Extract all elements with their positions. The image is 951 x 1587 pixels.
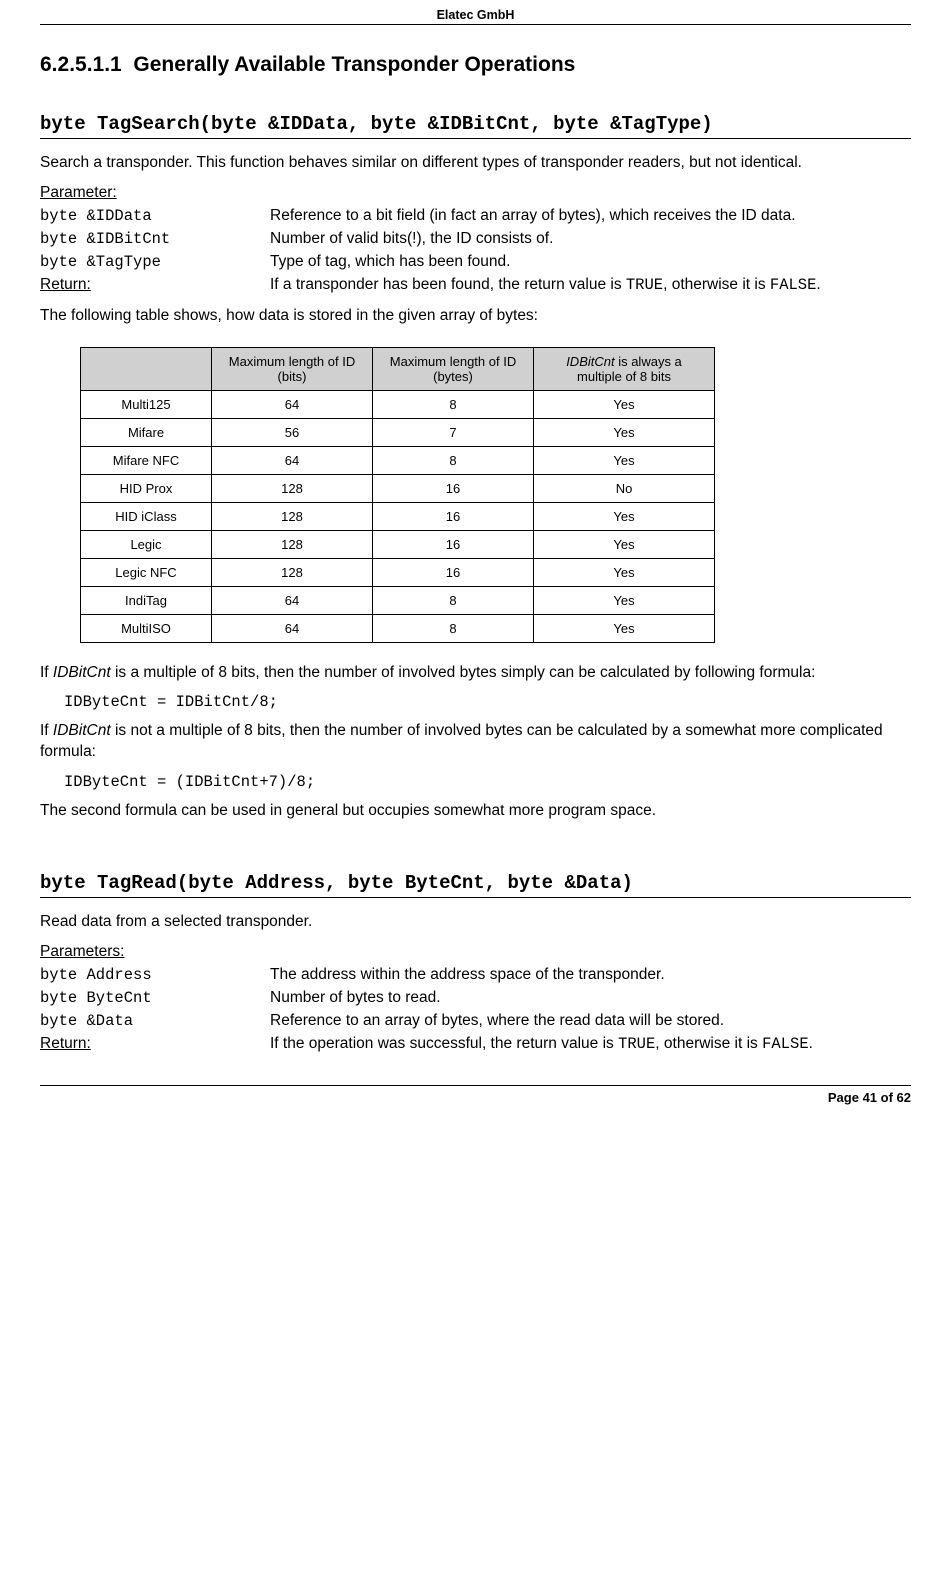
table-cell: 64 [212,446,373,474]
table-cell: Yes [534,418,715,446]
table-cell: 7 [373,418,534,446]
param-desc: Type of tag, which has been found. [270,252,911,273]
param-desc: Number of valid bits(!), the ID consists… [270,229,911,250]
param-row: byte &Data Reference to an array of byte… [40,1011,911,1032]
section-heading: 6.2.5.1.1 Generally Available Transponde… [40,53,911,77]
table-cell: 16 [373,530,534,558]
table-cell: Mifare [81,418,212,446]
return-label: Return: [40,1034,270,1055]
table-row: IndiTag648Yes [81,586,715,614]
table-row: MultiISO648Yes [81,614,715,642]
table-cell: Yes [534,446,715,474]
table-header: Maximum length of ID (bytes) [373,347,534,390]
return-row: Return: If the operation was successful,… [40,1034,911,1055]
table-cell: 64 [212,390,373,418]
table-cell: Yes [534,530,715,558]
param-row: byte &IDData Reference to a bit field (i… [40,206,911,227]
table-cell: Legic NFC [81,558,212,586]
table-row: Legic12816Yes [81,530,715,558]
section-title: Generally Available Transponder Operatio… [133,53,575,76]
param-desc: Reference to a bit field (in fact an arr… [270,206,911,227]
formula-para-1: If IDBitCnt is a multiple of 8 bits, the… [40,663,911,684]
table-cell: 16 [373,502,534,530]
table-cell: 8 [373,446,534,474]
table-cell: 16 [373,474,534,502]
func1-parameter-label: Parameter: [40,184,911,202]
function-signature-tagsearch: byte TagSearch(byte &IDData, byte &IDBit… [40,113,911,139]
table-cell: 64 [212,614,373,642]
table-cell: Multi125 [81,390,212,418]
return-label: Return: [40,275,270,296]
table-row: Mifare567Yes [81,418,715,446]
table-cell: 8 [373,586,534,614]
return-row: Return: If a transponder has been found,… [40,275,911,296]
table-cell: MultiISO [81,614,212,642]
table-cell: Yes [534,614,715,642]
id-storage-table: Maximum length of ID (bits) Maximum leng… [80,347,715,643]
param-desc: The address within the address space of … [270,965,911,986]
param-desc: Number of bytes to read. [270,988,911,1009]
page-footer: Page 41 of 62 [40,1090,911,1117]
param-name: byte &Data [40,1011,270,1032]
formula-code-1: IDByteCnt = IDBitCnt/8; [64,693,911,711]
table-cell: Yes [534,586,715,614]
func2-intro: Read data from a selected transponder. [40,912,911,933]
param-name: byte &IDData [40,206,270,227]
param-name: byte &TagType [40,252,270,273]
table-cell: Legic [81,530,212,558]
func2-parameters-label: Parameters: [40,943,911,961]
table-cell: 16 [373,558,534,586]
param-row: byte &IDBitCnt Number of valid bits(!), … [40,229,911,250]
table-header [81,347,212,390]
table-header: IDBitCnt is always a multiple of 8 bits [534,347,715,390]
table-cell: No [534,474,715,502]
table-cell: 128 [212,558,373,586]
table-row: Multi125648Yes [81,390,715,418]
param-row: byte &TagType Type of tag, which has bee… [40,252,911,273]
table-cell: 64 [212,586,373,614]
param-row: byte ByteCnt Number of bytes to read. [40,988,911,1009]
table-cell: 56 [212,418,373,446]
return-desc: If the operation was successful, the ret… [270,1034,911,1055]
table-cell: 128 [212,474,373,502]
table-cell: 128 [212,530,373,558]
table-row: Mifare NFC648Yes [81,446,715,474]
table-cell: 8 [373,390,534,418]
table-cell: IndiTag [81,586,212,614]
table-cell: Mifare NFC [81,446,212,474]
table-cell: HID Prox [81,474,212,502]
func1-intro: Search a transponder. This function beha… [40,153,911,174]
header-rule [40,24,911,25]
table-row: HID Prox12816No [81,474,715,502]
formula-para-2: If IDBitCnt is not a multiple of 8 bits,… [40,721,911,763]
table-cell: 8 [373,614,534,642]
table-intro: The following table shows, how data is s… [40,306,911,327]
table-cell: Yes [534,558,715,586]
table-row: HID iClass12816Yes [81,502,715,530]
page-header: Elatec GmbH [40,0,911,24]
table-row: Legic NFC12816Yes [81,558,715,586]
table-cell: HID iClass [81,502,212,530]
function-signature-tagread: byte TagRead(byte Address, byte ByteCnt,… [40,872,911,898]
section-number: 6.2.5.1.1 [40,53,122,76]
table-cell: 128 [212,502,373,530]
formula-code-2: IDByteCnt = (IDBitCnt+7)/8; [64,773,911,791]
param-name: byte Address [40,965,270,986]
formula-para-3: The second formula can be used in genera… [40,801,911,822]
table-cell: Yes [534,502,715,530]
footer-rule [40,1085,911,1086]
table-cell: Yes [534,390,715,418]
table-header: Maximum length of ID (bits) [212,347,373,390]
return-desc: If a transponder has been found, the ret… [270,275,911,296]
param-row: byte Address The address within the addr… [40,965,911,986]
param-name: byte ByteCnt [40,988,270,1009]
param-desc: Reference to an array of bytes, where th… [270,1011,911,1032]
param-name: byte &IDBitCnt [40,229,270,250]
